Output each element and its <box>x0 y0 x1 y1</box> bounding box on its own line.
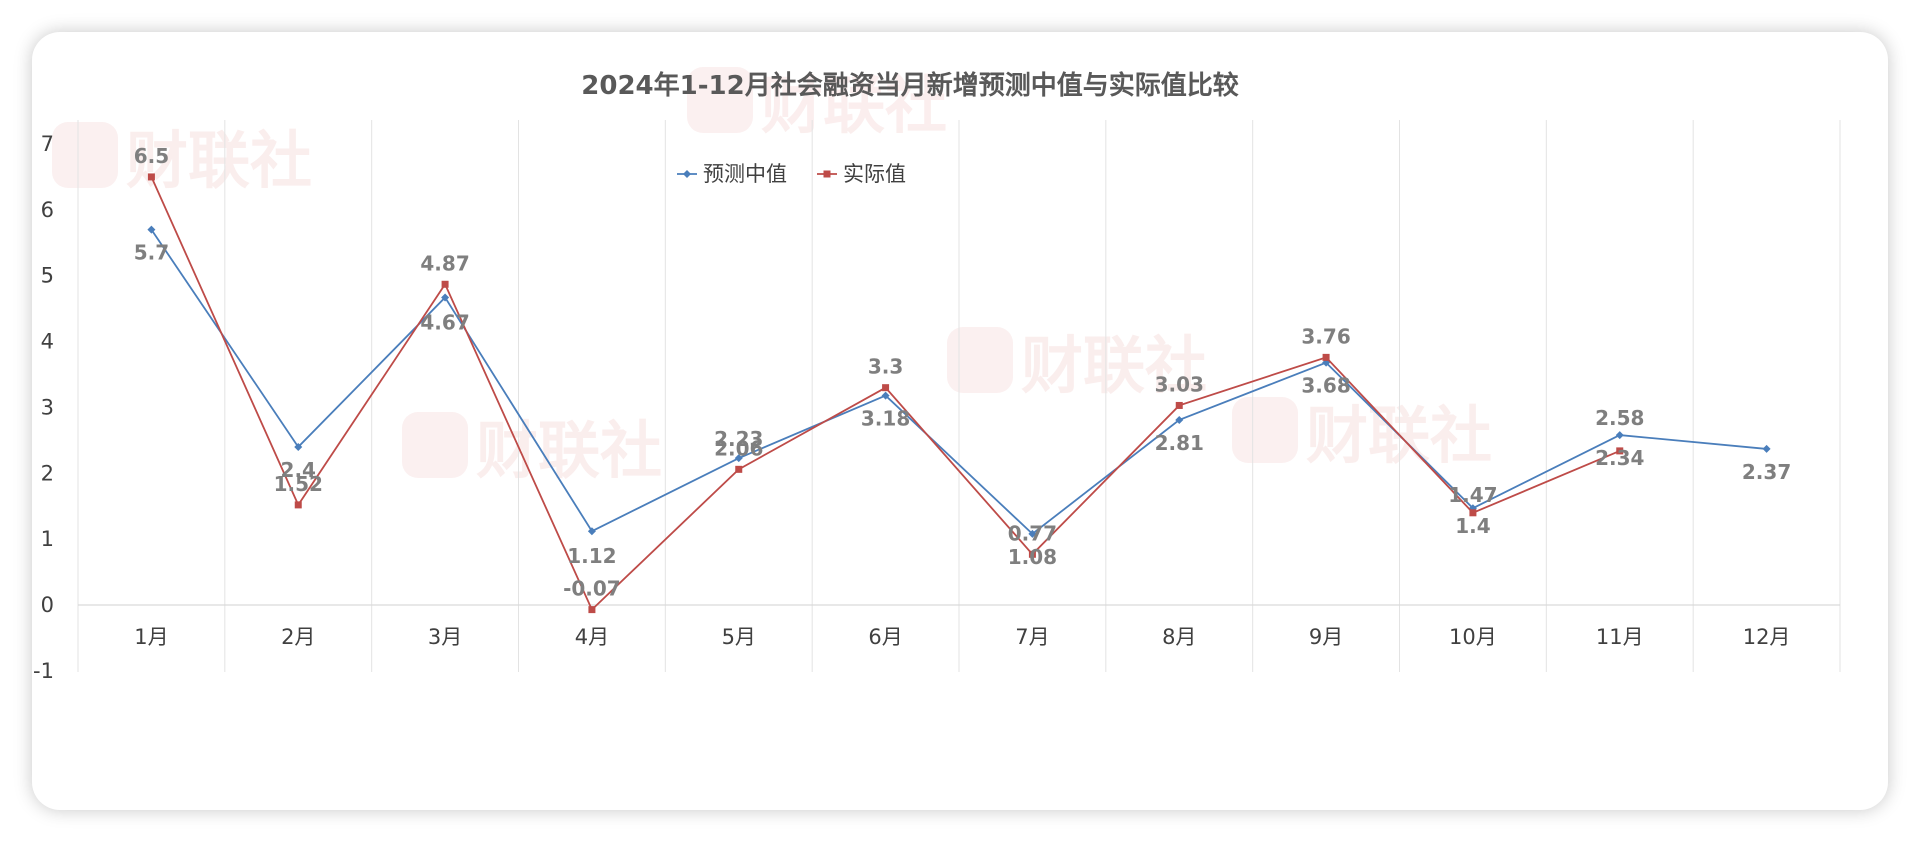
data-point <box>1616 447 1624 455</box>
watermark-text: 财联社 <box>126 124 312 197</box>
data-point <box>1762 444 1771 453</box>
data-label-actual: 0.77 <box>1008 521 1057 545</box>
data-label-actual: 1.4 <box>1455 514 1490 538</box>
legend: 预测中值 实际值 <box>677 162 906 186</box>
legend-marker <box>823 170 831 178</box>
watermark: 财联社 <box>947 327 1207 402</box>
x-tick-label: 9月 <box>1309 625 1343 649</box>
watermark-logo-icon <box>947 327 1013 393</box>
y-tick-label: 3 <box>41 395 54 419</box>
data-point <box>587 527 596 536</box>
data-point <box>1175 401 1183 409</box>
legend-marker <box>683 170 691 178</box>
legend-item-actual: 实际值 <box>817 162 906 186</box>
data-label-actual: 4.87 <box>420 251 469 275</box>
legend-label: 实际值 <box>843 162 906 186</box>
chart-title: 2024年1-12月社会融资当月新增预测中值与实际值比较 <box>581 70 1238 101</box>
y-tick-label: 4 <box>41 330 54 354</box>
data-label-actual: 3.76 <box>1301 324 1350 348</box>
data-point <box>882 384 890 392</box>
x-tick-label: 2月 <box>281 625 315 649</box>
data-point <box>294 501 302 509</box>
data-point <box>1615 431 1624 440</box>
x-tick-label: 11月 <box>1596 625 1644 649</box>
data-label-forecast: 3.18 <box>861 407 910 431</box>
watermark-logo-icon <box>402 412 468 478</box>
data-point <box>734 454 743 463</box>
y-tick-label: 2 <box>41 461 54 485</box>
data-point <box>1469 509 1477 517</box>
data-label-actual: -0.07 <box>563 577 621 601</box>
chart-frame: 财联社 财联社 财联社 财联社 财联社 2024年1-12月社会融资当月新增预测中值与实… <box>32 32 1888 810</box>
x-tick-label: 7月 <box>1015 625 1049 649</box>
y-tick-label: 7 <box>41 132 54 156</box>
legend-item-forecast: 预测中值 <box>677 162 787 186</box>
data-point <box>881 391 890 400</box>
x-tick-label: 10月 <box>1449 625 1497 649</box>
data-label-forecast: 1.08 <box>1008 545 1057 569</box>
data-label-forecast: 2.37 <box>1742 460 1791 484</box>
y-tick-label: 5 <box>41 264 54 288</box>
data-label-forecast: 3.68 <box>1301 374 1350 398</box>
watermark-text: 财联社 <box>761 69 947 142</box>
data-point <box>1322 353 1330 361</box>
data-label-forecast: 5.7 <box>134 241 169 265</box>
data-label-actual: 3.03 <box>1155 372 1204 396</box>
data-point <box>441 280 449 288</box>
data-label-actual: 2.34 <box>1595 446 1644 470</box>
watermark: 财联社 <box>402 412 662 487</box>
data-point <box>294 442 303 451</box>
data-label-forecast: 2.4 <box>281 458 316 482</box>
data-point <box>147 225 156 234</box>
data-label-actual: 2.06 <box>714 436 763 460</box>
data-point <box>1028 529 1037 538</box>
data-label-actual: 3.3 <box>868 355 903 379</box>
data-label-forecast: 1.47 <box>1448 483 1497 507</box>
x-tick-label: 5月 <box>722 625 756 649</box>
grid-lines <box>77 120 1841 672</box>
x-tick-label: 12月 <box>1743 625 1791 649</box>
data-label-actual: 1.52 <box>274 472 323 496</box>
data-point <box>1028 550 1036 558</box>
watermark-logo-icon <box>1232 397 1298 463</box>
x-tick-label: 3月 <box>428 625 462 649</box>
watermark: 财联社 <box>1232 397 1492 472</box>
data-label-forecast: 2.81 <box>1155 431 1204 455</box>
watermark-text: 财联社 <box>1021 329 1207 402</box>
watermark-logo-icon <box>687 67 753 133</box>
y-tick-label: -1 <box>33 659 54 683</box>
data-label-actual: 6.5 <box>134 144 169 168</box>
y-axis: -1 0 1 2 3 4 5 6 7 <box>33 132 54 683</box>
data-point <box>735 465 743 473</box>
data-label-forecast: 4.67 <box>420 310 469 334</box>
x-tick-label: 8月 <box>1162 625 1196 649</box>
data-point <box>441 293 450 302</box>
x-tick-label: 6月 <box>868 625 902 649</box>
watermark: 财联社 <box>687 67 947 142</box>
x-axis: 1月 2月 3月 4月 5月 6月 7月 8月 9月 10月 11月 12月 <box>134 625 1790 649</box>
x-tick-label: 4月 <box>575 625 609 649</box>
data-label-forecast: 2.23 <box>714 427 763 451</box>
data-point <box>147 173 155 181</box>
data-label-forecast: 2.58 <box>1595 406 1644 430</box>
series-layer <box>147 173 1771 614</box>
y-tick-label: 6 <box>41 198 54 222</box>
x-tick-label: 1月 <box>134 625 168 649</box>
watermark: 财联社 <box>52 122 312 197</box>
y-tick-label: 1 <box>41 527 54 551</box>
legend-label: 预测中值 <box>703 162 787 186</box>
watermark-text: 财联社 <box>476 414 662 487</box>
data-point <box>588 606 596 614</box>
data-label-forecast: 1.12 <box>567 544 616 568</box>
data-labels: 5.7 2.4 4.67 1.12 2.23 3.18 1.08 2.81 3.68 1.47 2.… <box>134 144 1792 601</box>
watermark-logo-icon <box>52 122 118 188</box>
data-point <box>1175 415 1184 424</box>
y-tick-label: 0 <box>41 593 54 617</box>
